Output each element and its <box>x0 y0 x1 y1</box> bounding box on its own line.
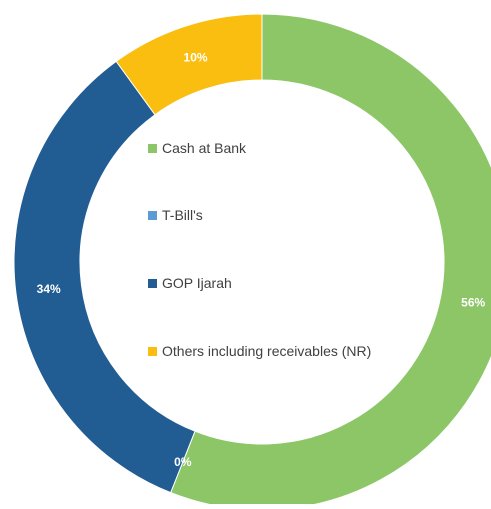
legend-item-t-bills: T-Bill's <box>148 207 203 223</box>
data-labels-group: 56% 0% 34% 10% <box>37 51 486 469</box>
legend-label-t-bills: T-Bill's <box>162 207 203 223</box>
data-label-others-including-receivables-nr: 10% <box>184 51 208 65</box>
legend-label-others: Others including receivables (NR) <box>162 343 372 359</box>
data-label-cash-at-bank: 56% <box>461 295 485 309</box>
legend-label-gop-ijarah: GOP Ijarah <box>162 275 232 291</box>
legend-swatch-others <box>148 346 157 356</box>
legend-item-gop-ijarah: GOP Ijarah <box>148 275 232 291</box>
data-label-t-bill-s: 0% <box>174 455 192 469</box>
legend-item-cash-at-bank: Cash at Bank <box>148 140 246 156</box>
slice-others-including-receivables-nr <box>115 13 263 116</box>
slices-group <box>13 13 491 509</box>
data-label-gop-ijarah: 34% <box>37 282 61 296</box>
slice-cash-at-bank <box>170 13 491 509</box>
slice-gop-ijarah <box>13 60 196 494</box>
legend-item-others: Others including receivables (NR) <box>148 343 371 359</box>
legend-swatch-t-bills <box>148 210 157 220</box>
legend-label-cash-at-bank: Cash at Bank <box>162 140 247 156</box>
legend-swatch-gop-ijarah <box>148 278 157 288</box>
legend-swatch-cash-at-bank <box>148 143 157 153</box>
